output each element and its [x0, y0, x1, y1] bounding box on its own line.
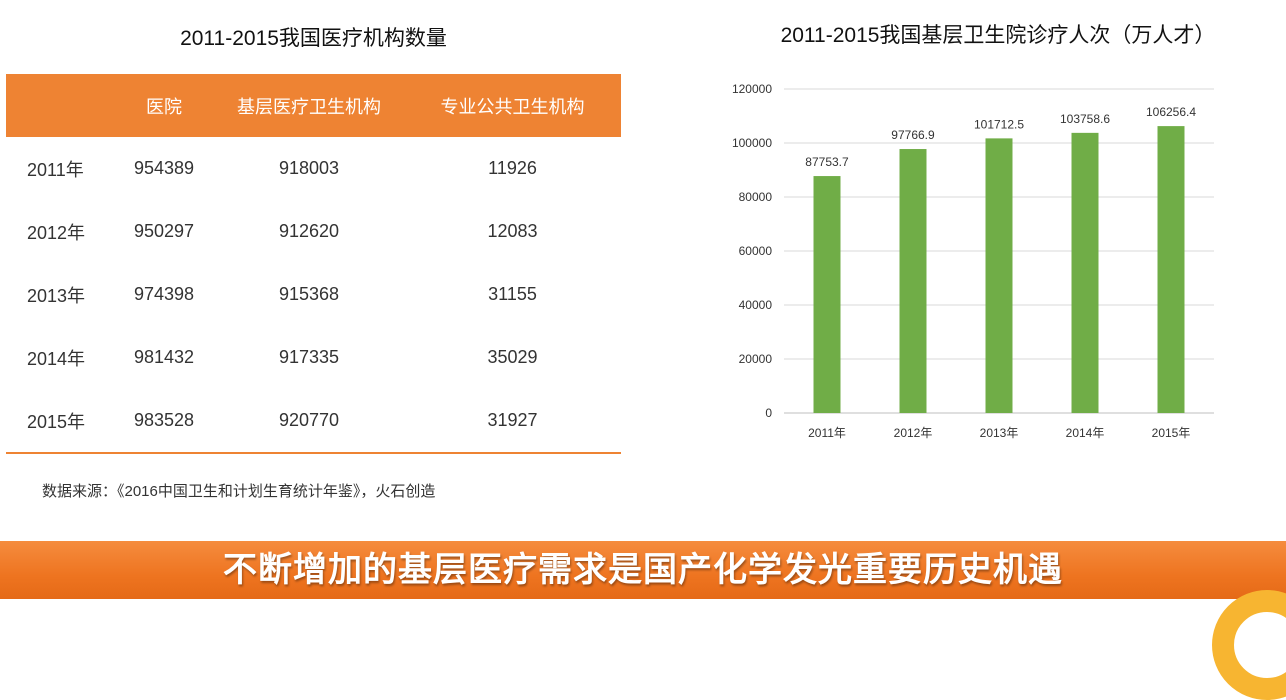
table-cell: 11926 [488, 158, 537, 178]
chart-bars: 87753.7 97766.9 101712.5 103758.6 106256.4 [805, 105, 1196, 414]
table-cell: 912620 [278, 221, 340, 241]
table-title: 2011-2015我国医疗机构数量 [180, 27, 447, 50]
table-cell: 983528 [114, 389, 214, 454]
header-primary-care: 基层医疗卫生机构 [214, 74, 404, 137]
table-cell-year: 2011年 [27, 159, 84, 180]
bar-value-label: 103758.6 [1060, 112, 1110, 126]
table-cell: 981432 [133, 347, 195, 367]
chart-x-axis: 2011年 2012年 2013年 2014年 2015年 [808, 426, 1190, 440]
table-cell: 35029 [487, 347, 538, 367]
table-row: 2011年 954389 918003 11926 [6, 137, 621, 200]
bar-value-label: 97766.9 [891, 128, 935, 142]
bar [813, 176, 841, 413]
y-tick-label: 0 [765, 406, 772, 420]
x-tick-label: 2015年 [1152, 426, 1191, 440]
table-cell: 31155 [488, 284, 537, 304]
bar-value-label: 106256.4 [1146, 105, 1196, 119]
table-row: 2015年 983528 920770 31927 [6, 389, 621, 454]
table-cell-year: 2013年 [27, 285, 86, 306]
table-cell: 915368 [278, 284, 340, 304]
headline-text: 不断增加的基层医疗需求是国产化学发光重要历史机遇 [223, 551, 1063, 589]
table-cell: 12083 [487, 221, 538, 241]
chart-title: 2011-2015我国基层卫生院诊疗人次（万人才） [781, 24, 1216, 47]
source-note: 数据来源：《2016中国卫生和计划生育统计年鉴》，火石创造 [42, 483, 436, 500]
table-cell: 950297 [133, 221, 195, 241]
bar [899, 149, 927, 414]
x-tick-label: 2012年 [894, 426, 933, 440]
bar [1157, 126, 1185, 413]
institution-table: 医院 基层医疗卫生机构 专业公共卫生机构 2011年 954389 918003… [6, 74, 621, 454]
table-header-row: 医院 基层医疗卫生机构 专业公共卫生机构 [6, 74, 621, 137]
y-tick-label: 120000 [732, 82, 772, 96]
header-hospital: 医院 [114, 74, 214, 137]
table-cell: 31927 [404, 389, 621, 454]
bar-value-label: 101712.5 [974, 117, 1024, 131]
header-public-health: 专业公共卫生机构 [404, 74, 621, 137]
table-row: 2012年 950297 912620 12083 [6, 200, 621, 263]
x-tick-label: 2014年 [1066, 426, 1105, 440]
table-cell-year: 2015年 [6, 389, 114, 454]
bar-value-label: 87753.7 [805, 155, 849, 169]
institution-table-container: 医院 基层医疗卫生机构 专业公共卫生机构 2011年 954389 918003… [6, 74, 621, 454]
chart-y-axis: 0 20000 40000 60000 80000 100000 120000 [732, 82, 772, 420]
y-tick-label: 40000 [739, 298, 773, 312]
table-cell: 920770 [214, 389, 404, 454]
header-year [6, 74, 114, 137]
corner-decoration [1212, 590, 1286, 700]
bar [1071, 132, 1099, 413]
table-cell: 917335 [278, 347, 340, 367]
y-tick-label: 100000 [732, 136, 772, 150]
table-row: 2013年 974398 915368 31155 [6, 263, 621, 326]
table-row: 2014年 981432 917335 35029 [6, 326, 621, 389]
y-tick-label: 60000 [739, 244, 773, 258]
y-tick-label: 80000 [739, 190, 773, 204]
y-tick-label: 20000 [739, 352, 773, 366]
table-cell: 954389 [133, 158, 195, 178]
table-cell: 974398 [133, 284, 195, 304]
bar [985, 138, 1013, 413]
bar-chart: 2011-2015我国基层卫生院诊疗人次（万人才） 0 20000 40000 600… [732, 24, 1216, 440]
x-tick-label: 2011年 [808, 426, 846, 440]
table-cell: 918003 [278, 158, 340, 178]
table-cell-year: 2012年 [27, 222, 86, 243]
x-tick-label: 2013年 [980, 426, 1019, 440]
headline-banner: 不断增加的基层医疗需求是国产化学发光重要历史机遇 [0, 541, 1286, 599]
table-cell-year: 2014年 [27, 348, 86, 369]
